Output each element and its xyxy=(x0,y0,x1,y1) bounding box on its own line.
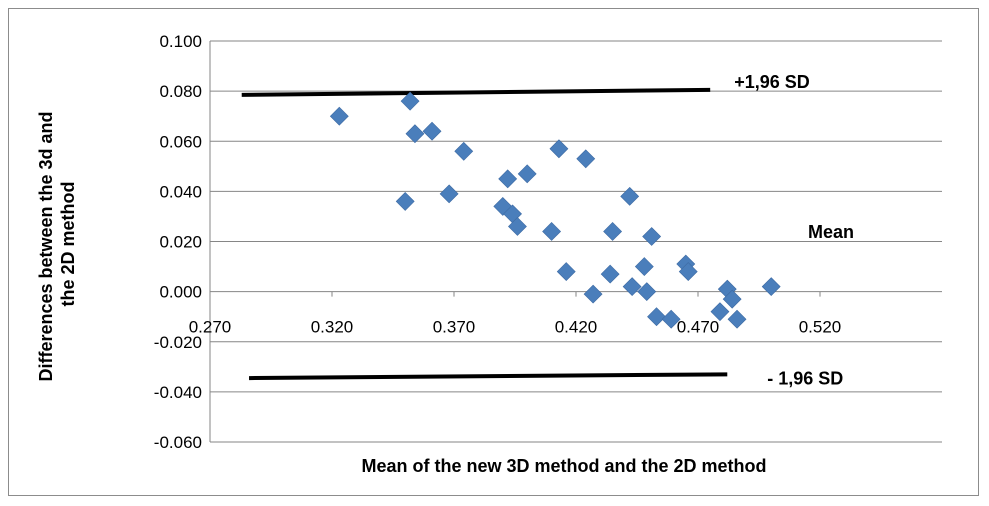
data-point xyxy=(622,277,642,297)
y-tick-label: 0.040 xyxy=(159,182,202,201)
data-point xyxy=(405,124,425,144)
reference-line-upper xyxy=(241,87,711,97)
x-tick-label: 0.320 xyxy=(311,318,354,337)
data-point xyxy=(722,289,742,309)
reference-lines: +1,96 SD - 1,96 SD xyxy=(241,72,843,388)
data-points xyxy=(329,91,781,329)
data-point xyxy=(576,149,596,169)
data-point xyxy=(603,222,623,241)
y-tick-label: 0.000 xyxy=(159,283,202,302)
data-point xyxy=(647,307,666,327)
y-tick-label: -0.040 xyxy=(154,383,202,402)
y-tick-label: 0.060 xyxy=(159,132,202,151)
data-point xyxy=(634,257,654,276)
data-point xyxy=(329,106,349,126)
data-point xyxy=(661,309,681,329)
data-point xyxy=(620,186,640,206)
data-point xyxy=(498,169,518,189)
y-tick-label: 0.100 xyxy=(159,32,202,51)
data-point xyxy=(642,227,662,246)
y-tick-label: 0.080 xyxy=(159,82,202,101)
y-axis-title: Differences between the 3d and the 2D me… xyxy=(36,106,78,381)
y-tick-labels: 0.100 0.080 0.060 0.040 0.020 0.000 -0.020 -0.0… xyxy=(154,32,202,452)
x-axis-title: Mean of the new 3D method and the 2D met… xyxy=(361,456,766,476)
reference-line-label-upper: +1,96 SD xyxy=(734,72,810,92)
x-tick-labels: 0.270 0.320 0.370 0.420 0.470 0.520 xyxy=(189,291,842,337)
y-axis-title-line-2: the 2D method xyxy=(58,181,78,306)
data-point xyxy=(637,282,657,302)
data-point xyxy=(439,184,459,204)
data-point xyxy=(710,302,730,322)
chart-frame xyxy=(8,8,979,496)
y-tick-label: -0.020 xyxy=(154,333,202,352)
data-point xyxy=(395,191,415,211)
mean-label: Mean xyxy=(808,222,854,242)
y-tick-label: -0.060 xyxy=(154,433,202,452)
data-point xyxy=(517,164,537,184)
y-tick-label: 0.020 xyxy=(159,233,202,252)
data-point xyxy=(600,264,620,284)
data-point xyxy=(678,262,698,281)
x-tick-label: 0.520 xyxy=(799,318,842,337)
x-tick-label: 0.370 xyxy=(433,318,476,337)
reference-line-label-lower: - 1,96 SD xyxy=(767,368,843,388)
data-point xyxy=(542,222,562,241)
data-point xyxy=(422,121,442,141)
x-tick-label: 0.420 xyxy=(555,318,598,337)
data-point xyxy=(454,141,474,161)
x-tick-label: 0.270 xyxy=(189,318,232,337)
data-point xyxy=(761,277,781,297)
data-point xyxy=(556,262,576,281)
grid-lines xyxy=(210,40,942,443)
data-point xyxy=(400,91,420,111)
data-point xyxy=(508,217,527,236)
data-point xyxy=(727,309,747,329)
x-tick-label: 0.470 xyxy=(677,318,720,337)
data-point xyxy=(549,139,569,159)
reference-line-lower xyxy=(249,372,728,381)
y-axis-title-line-1: Differences between the 3d and xyxy=(36,111,56,381)
annotations: Mean xyxy=(808,222,854,242)
data-point xyxy=(583,284,603,304)
